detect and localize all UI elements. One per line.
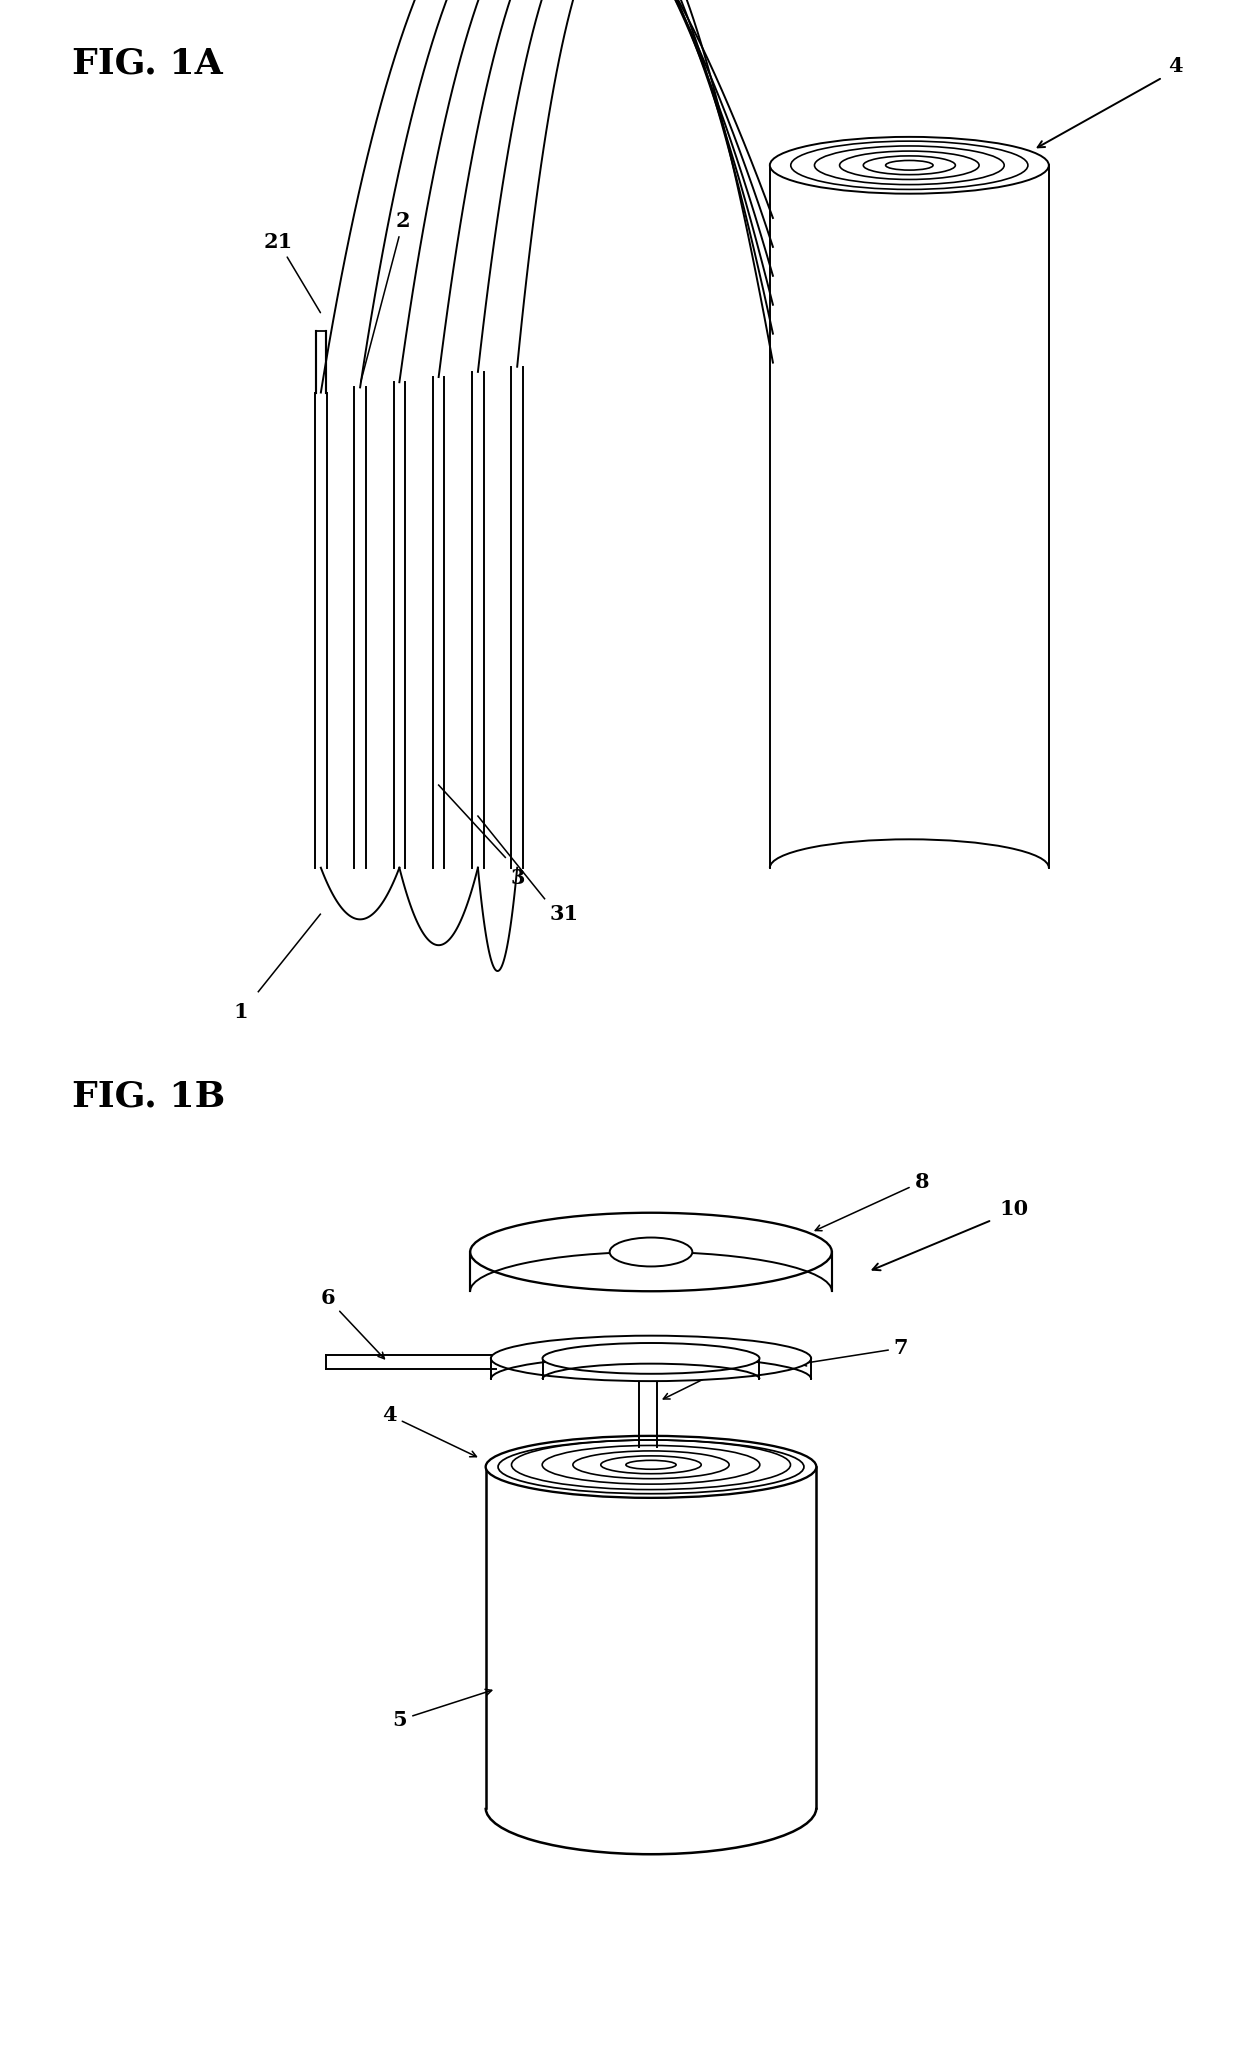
Text: 3: 3 xyxy=(511,868,525,888)
Text: 7: 7 xyxy=(800,1339,909,1366)
Ellipse shape xyxy=(498,1440,804,1494)
Ellipse shape xyxy=(470,1213,832,1291)
Text: 21: 21 xyxy=(263,231,320,312)
Text: FIG. 1B: FIG. 1B xyxy=(72,1078,226,1114)
Ellipse shape xyxy=(543,1343,759,1374)
Text: 10: 10 xyxy=(999,1198,1028,1219)
Ellipse shape xyxy=(491,1335,811,1380)
Text: 6: 6 xyxy=(320,1289,384,1359)
Text: 1: 1 xyxy=(233,1002,248,1023)
Ellipse shape xyxy=(610,1238,692,1266)
Text: 8: 8 xyxy=(815,1171,929,1231)
Text: 21: 21 xyxy=(663,1345,768,1399)
Ellipse shape xyxy=(486,1436,816,1498)
Text: 2: 2 xyxy=(361,211,410,382)
Text: 4: 4 xyxy=(1168,56,1182,76)
Text: 5: 5 xyxy=(393,1690,492,1729)
Text: 31: 31 xyxy=(549,905,579,924)
Ellipse shape xyxy=(770,136,1049,194)
Text: 4: 4 xyxy=(382,1405,476,1457)
Text: FIG. 1A: FIG. 1A xyxy=(72,45,223,81)
